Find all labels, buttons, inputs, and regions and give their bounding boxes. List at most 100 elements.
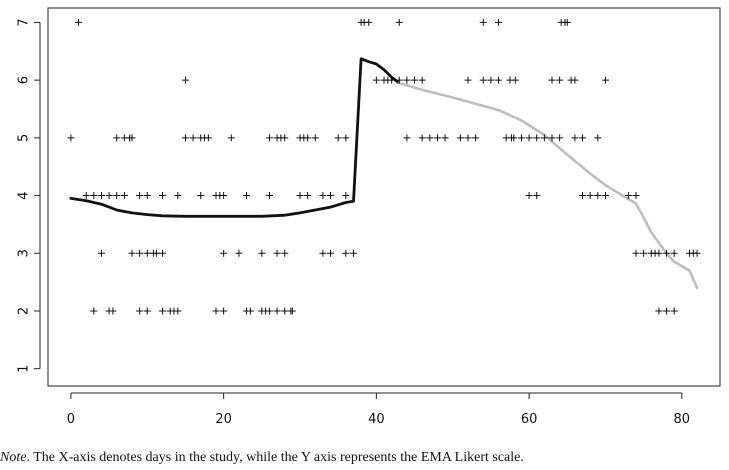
data-point	[594, 192, 602, 200]
data-point	[212, 307, 220, 315]
data-point	[556, 134, 564, 142]
data-point	[265, 307, 273, 315]
data-points	[67, 18, 701, 315]
data-point	[181, 76, 189, 84]
trend-line	[69, 57, 401, 218]
data-point	[105, 192, 113, 200]
data-point	[579, 134, 587, 142]
data-point	[258, 249, 266, 257]
data-point	[143, 192, 151, 200]
data-point	[495, 18, 503, 26]
data-point	[204, 134, 212, 142]
data-point	[265, 134, 273, 142]
data-point	[495, 76, 503, 84]
data-point	[479, 76, 487, 84]
data-point	[655, 307, 663, 315]
data-point	[181, 134, 189, 142]
data-point	[227, 134, 235, 142]
data-point	[189, 134, 197, 142]
data-point	[624, 192, 632, 200]
y-tick-label: 1	[17, 365, 32, 373]
y-tick-label: 6	[17, 76, 32, 84]
data-point	[90, 307, 98, 315]
data-point	[311, 134, 319, 142]
data-point	[418, 134, 426, 142]
y-tick-label: 3	[17, 249, 32, 257]
data-point	[67, 134, 75, 142]
data-point	[136, 307, 144, 315]
data-point	[159, 307, 167, 315]
y-tick-label: 7	[17, 18, 32, 26]
data-point	[517, 134, 525, 142]
data-point	[663, 307, 671, 315]
data-point	[243, 192, 251, 200]
plot-frame	[47, 7, 721, 387]
trend-lines	[69, 57, 699, 290]
data-point	[433, 134, 441, 142]
data-point	[349, 249, 357, 257]
data-point	[670, 249, 678, 257]
data-point	[670, 307, 678, 315]
y-tick-label: 2	[17, 307, 32, 315]
figure-note: Note. The X-axis denotes days in the stu…	[0, 450, 729, 466]
data-point	[372, 76, 380, 84]
data-point	[143, 249, 151, 257]
data-point	[342, 134, 350, 142]
x-axis: 0 20 40 60 80	[67, 392, 690, 427]
data-point	[220, 192, 228, 200]
scatter-chart: 1 2 3 4 5 6 7 0 20 40 60 80	[17, 7, 721, 427]
data-point	[640, 249, 648, 257]
data-point	[128, 249, 136, 257]
data-point	[525, 192, 533, 200]
x-tick-label: 40	[368, 412, 385, 427]
data-point	[342, 192, 350, 200]
data-point	[632, 249, 640, 257]
note-text: . The X-axis denotes days in the study, …	[26, 450, 524, 465]
data-point	[601, 192, 609, 200]
data-point	[365, 18, 373, 26]
data-point	[548, 76, 556, 84]
data-point	[327, 192, 335, 200]
data-point	[120, 192, 128, 200]
data-point	[113, 192, 121, 200]
data-point	[273, 307, 281, 315]
data-point	[174, 192, 182, 200]
data-point	[152, 249, 160, 257]
data-point	[395, 76, 403, 84]
data-point	[395, 18, 403, 26]
data-point	[159, 192, 167, 200]
data-point	[693, 249, 701, 257]
data-point	[281, 134, 289, 142]
data-point	[273, 249, 281, 257]
data-point	[388, 76, 396, 84]
data-point	[556, 76, 564, 84]
x-tick-label: 0	[67, 412, 75, 427]
data-point	[75, 18, 83, 26]
data-point	[533, 134, 541, 142]
data-point	[109, 307, 117, 315]
data-point	[304, 134, 312, 142]
data-point	[265, 192, 273, 200]
data-point	[288, 307, 296, 315]
data-point	[464, 76, 472, 84]
data-point	[159, 249, 167, 257]
data-point	[510, 134, 518, 142]
data-point	[479, 18, 487, 26]
data-point	[655, 249, 663, 257]
data-point	[456, 134, 464, 142]
data-point	[418, 76, 426, 84]
data-point	[174, 307, 182, 315]
data-point	[586, 192, 594, 200]
y-tick-label: 4	[17, 191, 32, 199]
data-point	[136, 192, 144, 200]
data-point	[82, 192, 90, 200]
data-point	[472, 134, 480, 142]
x-tick-label: 20	[215, 412, 232, 427]
data-point	[128, 134, 136, 142]
data-point	[281, 307, 289, 315]
data-point	[441, 134, 449, 142]
data-point	[342, 249, 350, 257]
data-point	[143, 307, 151, 315]
data-point	[319, 192, 327, 200]
data-point	[113, 134, 121, 142]
